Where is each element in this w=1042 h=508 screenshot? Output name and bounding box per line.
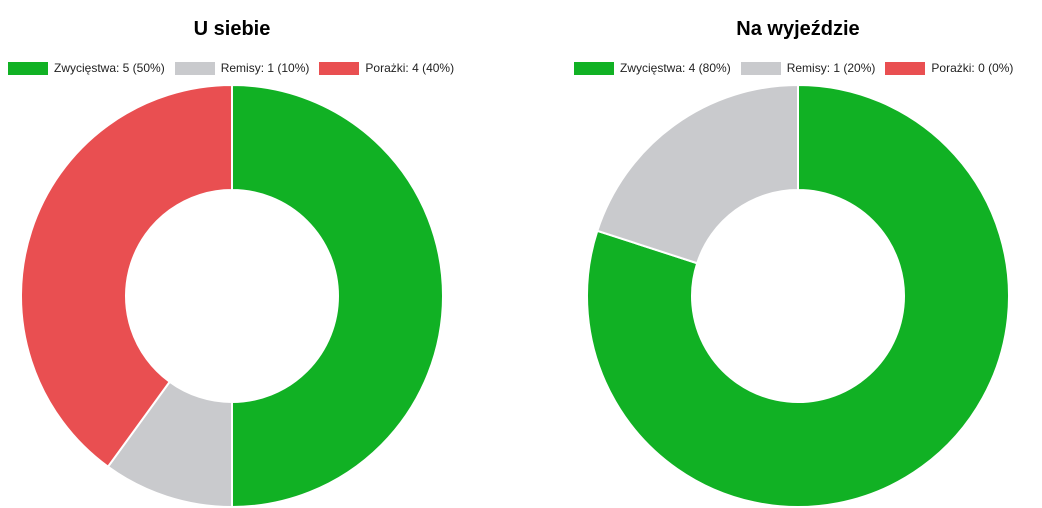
home-legend-label-wins: Zwycięstwa: 5 (50%) [54, 61, 165, 75]
away-legend-swatch-draws [740, 61, 781, 75]
home-legend-label-draws: Remisy: 1 (10%) [220, 61, 310, 75]
away-chart-panel: Na wyjeździe Zwycięstwa: 4 (80%) Remisy:… [566, 0, 1036, 508]
home-chart-panel: U siebie Zwycięstwa: 5 (50%) Remisy: 1 (… [0, 0, 470, 508]
home-legend-item-wins[interactable]: Zwycięstwa: 5 (50%) [8, 61, 165, 75]
away-legend-label-draws: Remisy: 1 (20%) [786, 61, 876, 75]
home-legend-label-losses: Porażki: 4 (40%) [365, 61, 455, 75]
home-legend: Zwycięstwa: 5 (50%) Remisy: 1 (10%) Pora… [8, 60, 464, 76]
away-legend-swatch-wins [574, 61, 614, 75]
away-legend-swatch-losses [885, 61, 926, 75]
away-donut-chart [586, 83, 1010, 508]
away-legend-label-losses: Porażki: 0 (0%) [931, 61, 1014, 75]
away-legend-label-wins: Zwycięstwa: 4 (80%) [620, 61, 731, 75]
home-legend-swatch-losses [319, 61, 360, 75]
home-legend-swatch-wins [8, 61, 48, 75]
home-legend-swatch-draws [174, 61, 215, 75]
away-legend-item-draws[interactable]: Remisy: 1 (20%) [740, 61, 876, 75]
home-slice-zwycięstwa[interactable] [231, 83, 444, 508]
home-chart-title: U siebie [193, 18, 271, 40]
home-slice-porażki[interactable] [20, 83, 233, 469]
away-slice-zwycięstwa[interactable] [586, 83, 1010, 508]
away-slice-remisy[interactable] [596, 83, 799, 265]
home-legend-item-losses[interactable]: Porażki: 4 (40%) [319, 61, 454, 75]
away-legend-item-losses[interactable]: Porażki: 0 (0%) [885, 61, 1013, 75]
home-legend-item-draws[interactable]: Remisy: 1 (10%) [174, 61, 310, 75]
home-donut-chart [20, 83, 444, 508]
away-legend-item-wins[interactable]: Zwycięstwa: 4 (80%) [574, 61, 731, 75]
away-chart-title: Na wyjeździe [736, 18, 860, 40]
away-legend: Zwycięstwa: 4 (80%) Remisy: 1 (20%) Pora… [574, 60, 1023, 76]
